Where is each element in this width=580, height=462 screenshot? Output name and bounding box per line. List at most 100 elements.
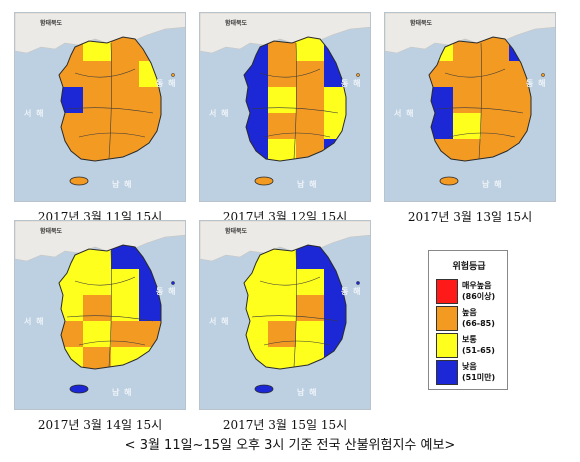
legend-range: (66-85) [462, 319, 495, 328]
province-boundary [66, 107, 154, 114]
jeju-island [439, 176, 459, 186]
risk-region [268, 321, 297, 348]
risk-region [111, 245, 140, 270]
south-sea-label: 남 해 [297, 388, 318, 397]
west-sea-label: 서 해 [209, 317, 230, 326]
risk-region [83, 321, 112, 348]
risk-region [296, 269, 325, 296]
risk-region [111, 113, 140, 140]
province-boundary [251, 107, 339, 114]
figure-caption: < 3월 11일~15일 오후 3시 기준 전국 산불위험지수 예보> [124, 438, 456, 453]
north-korea-label: 함태북도 [410, 20, 433, 27]
risk-region [111, 321, 140, 348]
risk-region [296, 37, 325, 62]
north-korea-label: 함태북도 [40, 20, 63, 27]
jeju-island [69, 384, 89, 394]
legend-item-normal: 보통 (51-65) [436, 333, 506, 358]
risk-region [324, 295, 346, 322]
legend-swatch [436, 279, 458, 304]
risk-region [296, 245, 325, 270]
risk-region [83, 113, 112, 140]
ulleungdo-island [356, 73, 360, 77]
risk-region [296, 321, 325, 348]
risk-region [453, 87, 482, 114]
province-boundary [251, 315, 339, 322]
risk-region [111, 87, 140, 114]
risk-region [83, 139, 112, 161]
south-korea-outline [243, 36, 347, 162]
risk-region [481, 87, 510, 114]
risk-regions [59, 37, 161, 161]
legend-label: 보통 [462, 335, 477, 344]
south-sea-label: 남 해 [112, 180, 133, 189]
south-korea-outline [428, 36, 532, 162]
risk-region [268, 269, 297, 296]
map-panel-0315: 함태북도 동 해 서 해 남 해 2017년 3월 15일 15시 [199, 220, 371, 432]
forecast-map [199, 220, 371, 410]
province-boundary [74, 276, 136, 286]
legend-swatch [436, 333, 458, 358]
province-boundary [263, 132, 331, 138]
legend-swatch [436, 306, 458, 331]
risk-region [111, 61, 140, 88]
legend-range: (51-65) [462, 346, 495, 355]
province-boundary [448, 132, 516, 138]
jeju-island [69, 176, 89, 186]
east-sea-label: 동 해 [156, 287, 177, 296]
jeju-island [254, 384, 274, 394]
risk-region [111, 269, 140, 296]
risk-region [111, 295, 140, 322]
north-korea-label: 함태북도 [225, 20, 248, 27]
north-korea-land [15, 221, 185, 262]
province-boundary [74, 68, 136, 78]
map-caption: 2017년 3월 13일 15시 [407, 210, 533, 224]
risk-region [268, 113, 297, 140]
north-korea-land [200, 221, 370, 262]
north-korea-land [200, 13, 370, 54]
north-korea-land [15, 13, 185, 54]
east-sea-label: 동 해 [526, 79, 547, 88]
province-boundary [108, 42, 112, 160]
risk-region [296, 61, 325, 88]
map-svg [15, 221, 185, 409]
ulleungdo-island [541, 73, 545, 77]
risk-region [83, 87, 112, 114]
legend-title: 위험등급 [452, 262, 486, 272]
province-boundary [293, 250, 297, 368]
south-korea-outline [58, 244, 162, 370]
south-sea-label: 남 해 [112, 388, 133, 397]
province-boundary [108, 250, 112, 368]
north-korea-land [385, 13, 555, 54]
east-sea-label: 동 해 [341, 287, 362, 296]
risk-region [83, 347, 112, 369]
risk-region [83, 295, 112, 322]
province-boundary [259, 276, 321, 286]
map-panel-0311: 함태북도 동 해 서 해 남 해 2017년 3월 11일 15시 [14, 12, 186, 224]
province-boundary [66, 315, 154, 322]
forecast-map [199, 12, 371, 202]
map-panel-0312: 함태북도 동 해 서 해 남 해 2017년 3월 12일 15시 [199, 12, 371, 224]
south-sea-label: 남 해 [482, 180, 503, 189]
risk-region [296, 295, 325, 322]
map-panel-0314: 함태북도 동 해 서 해 남 해 2017년 3월 14일 15시 [14, 220, 186, 432]
province-boundary [263, 340, 331, 346]
risk-region [83, 61, 112, 88]
risk-region [268, 295, 297, 322]
legend-swatch [436, 360, 458, 385]
map-svg [385, 13, 555, 201]
legend-item-very-high: 매우높음 (86이상) [436, 279, 506, 304]
risk-region [296, 87, 325, 114]
legend-range: (86이상) [462, 292, 496, 301]
ulleungdo-island [171, 281, 175, 285]
forecast-map [384, 12, 556, 202]
legend-label: 매우높음 [462, 281, 492, 290]
south-sea-label: 남 해 [297, 180, 318, 189]
north-korea-label: 함태북도 [225, 228, 248, 235]
risk-legend: 위험등급 매우높음 (86이상) 높음 (66-85) 보통 (51-65) 낮음 (5… [428, 250, 508, 390]
jeju-island [254, 176, 274, 186]
risk-region [481, 113, 510, 140]
legend-range: (51미만) [462, 373, 496, 382]
risk-region [139, 295, 161, 322]
legend-label: 낮음 [462, 362, 477, 371]
risk-region [453, 61, 482, 88]
